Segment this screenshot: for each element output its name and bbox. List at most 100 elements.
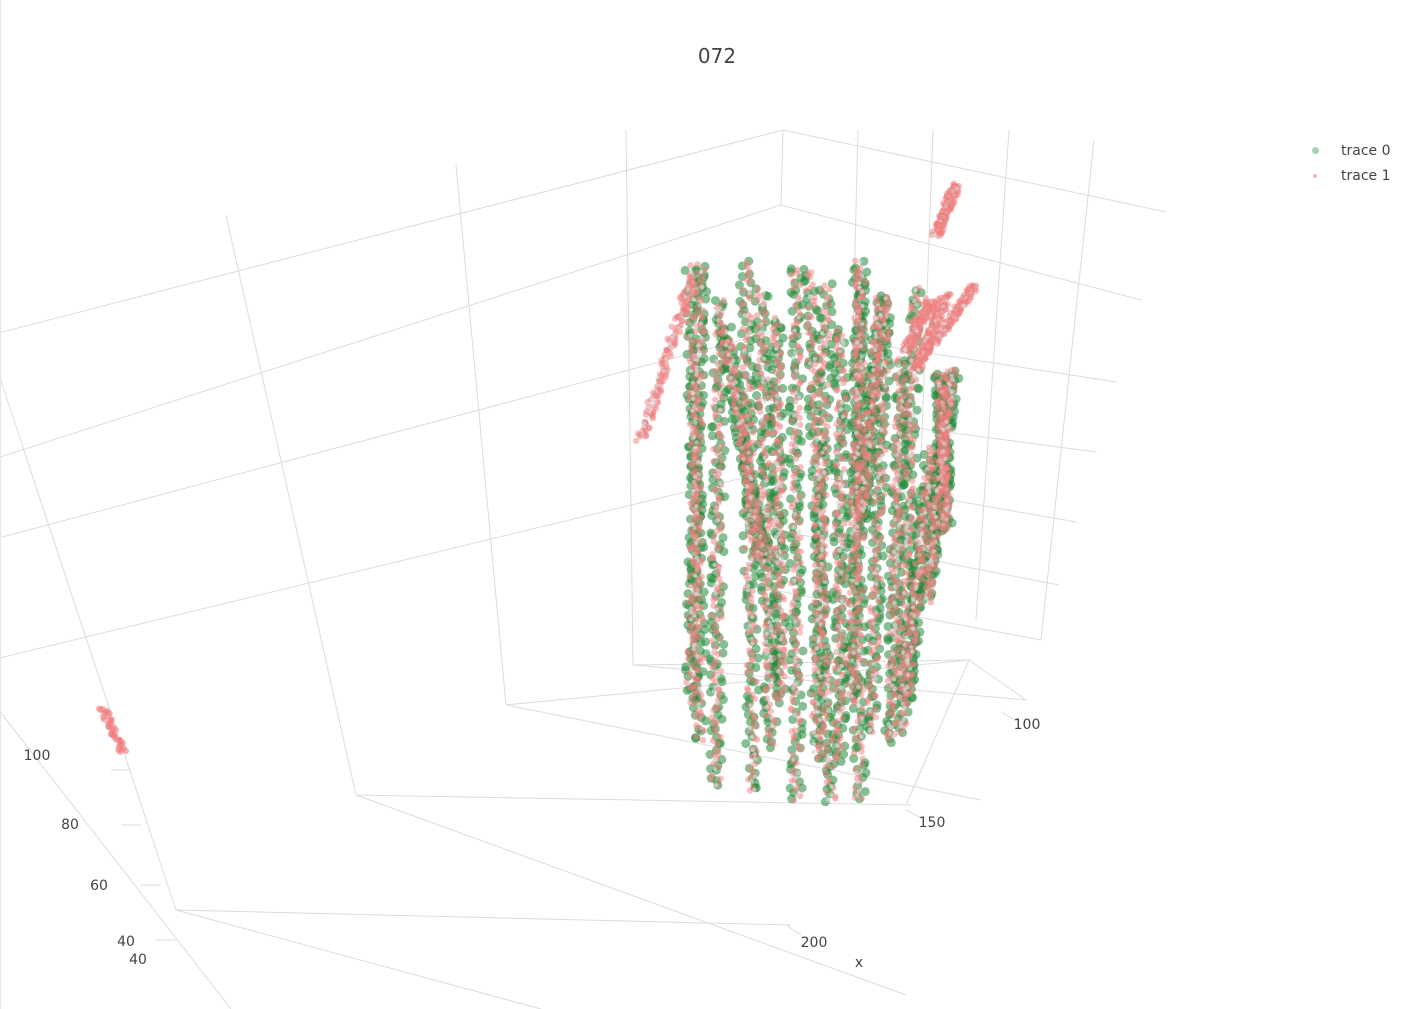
- data-point: [717, 306, 722, 311]
- data-point: [858, 293, 865, 301]
- data-point: [849, 754, 859, 763]
- data-point: [788, 706, 795, 714]
- data-point: [694, 357, 700, 363]
- data-point: [708, 637, 716, 645]
- data-point: [918, 576, 925, 583]
- grid-line: [225, 214, 357, 796]
- data-point: [777, 511, 784, 518]
- data-point: [835, 743, 840, 748]
- data-point: [839, 674, 844, 680]
- data-point: [745, 588, 751, 593]
- data-point: [777, 602, 783, 607]
- data-point: [856, 788, 862, 794]
- data-point: [685, 599, 693, 606]
- data-point: [715, 701, 720, 706]
- data-point: [756, 356, 763, 364]
- data-point: [776, 416, 781, 422]
- data-point: [746, 583, 751, 589]
- data-point: [792, 593, 800, 600]
- data-point: [687, 699, 694, 706]
- data-point: [899, 595, 906, 602]
- data-point: [904, 635, 909, 640]
- data-point: [760, 303, 765, 308]
- data-point: [689, 368, 694, 374]
- data-point: [696, 702, 701, 707]
- data-point: [788, 334, 795, 341]
- data-point: [860, 658, 868, 666]
- data-point: [817, 735, 824, 742]
- data-point: [841, 520, 848, 527]
- data-point: [840, 440, 847, 447]
- data-point: [779, 614, 786, 622]
- data-point: [816, 688, 824, 696]
- data-point: [787, 271, 795, 278]
- data-point: [860, 587, 868, 594]
- data-point: [691, 413, 698, 420]
- data-point: [691, 646, 696, 651]
- data-point: [854, 770, 859, 776]
- data-point: [815, 437, 820, 442]
- data-point: [823, 492, 830, 499]
- data-point: [832, 729, 839, 737]
- data-point: [688, 606, 693, 611]
- grid-line: [455, 164, 507, 706]
- data-point: [907, 385, 914, 392]
- data-point: [899, 462, 906, 469]
- data-point: [847, 558, 854, 565]
- data-point: [748, 405, 756, 413]
- data-point: [699, 307, 706, 314]
- data-point: [748, 375, 753, 380]
- data-point: [750, 614, 755, 620]
- data-point: [769, 632, 776, 639]
- data-point: [857, 259, 863, 265]
- data-point: [769, 628, 774, 633]
- data-point: [854, 317, 861, 324]
- grid-line: [175, 909, 792, 926]
- data-point: [714, 423, 721, 430]
- data-point: [836, 361, 843, 369]
- data-point: [855, 793, 860, 798]
- data-point: [839, 653, 845, 658]
- data-point: [839, 407, 844, 412]
- data-point: [779, 561, 786, 568]
- data-point: [855, 779, 860, 785]
- data-point: [697, 350, 702, 355]
- data-point: [775, 394, 780, 399]
- data-point: [933, 371, 941, 378]
- data-point: [797, 548, 804, 555]
- data-point: [794, 368, 799, 373]
- data-point: [840, 466, 848, 473]
- data-point: [815, 443, 822, 450]
- data-point: [854, 591, 861, 598]
- data-point: [720, 297, 727, 304]
- data-point: [796, 519, 803, 526]
- data-point: [781, 662, 789, 670]
- data-point: [744, 398, 752, 405]
- data-point: [764, 631, 769, 637]
- data-point: [765, 696, 770, 702]
- data-point: [833, 531, 840, 538]
- data-point: [812, 306, 822, 316]
- data-point: [762, 622, 769, 630]
- data-point: [847, 589, 854, 596]
- data-point: [787, 348, 797, 358]
- data-point: [901, 569, 908, 576]
- data-point: [873, 552, 878, 557]
- data-point: [693, 617, 700, 624]
- data-point: [845, 625, 853, 633]
- data-point: [710, 707, 717, 714]
- data-point: [688, 584, 693, 589]
- data-point: [691, 328, 699, 335]
- data-point: [687, 262, 694, 269]
- data-point: [837, 563, 845, 570]
- data-point: [831, 719, 838, 727]
- data-point: [839, 663, 844, 669]
- data-point: [859, 371, 866, 378]
- data-point: [927, 451, 934, 458]
- data-point: [769, 658, 774, 664]
- data-point: [901, 473, 909, 480]
- data-point: [822, 470, 827, 475]
- grid-line: [355, 794, 912, 806]
- data-point: [931, 565, 938, 573]
